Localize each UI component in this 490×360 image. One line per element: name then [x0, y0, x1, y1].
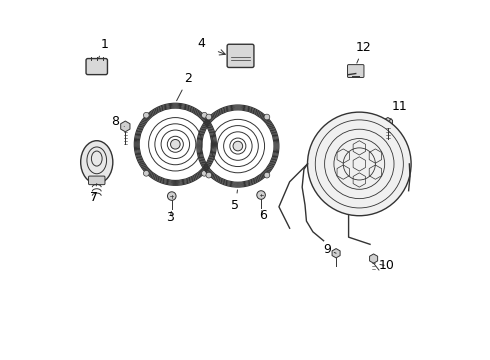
Text: 6: 6: [259, 209, 267, 222]
Circle shape: [206, 172, 212, 178]
FancyBboxPatch shape: [86, 59, 107, 75]
Text: 3: 3: [167, 211, 174, 224]
Circle shape: [168, 192, 176, 201]
Circle shape: [206, 114, 212, 120]
Text: 1: 1: [98, 38, 108, 59]
Text: 2: 2: [176, 72, 192, 101]
Text: 10: 10: [379, 259, 395, 272]
FancyBboxPatch shape: [89, 176, 105, 185]
Circle shape: [201, 112, 207, 118]
FancyBboxPatch shape: [227, 44, 254, 67]
Circle shape: [201, 171, 207, 176]
Circle shape: [264, 172, 270, 178]
Text: 9: 9: [323, 243, 336, 256]
Ellipse shape: [81, 141, 113, 184]
Text: 4: 4: [198, 37, 206, 50]
Text: 12: 12: [356, 41, 371, 63]
Circle shape: [144, 112, 149, 118]
Text: 7: 7: [90, 184, 98, 204]
Text: 5: 5: [231, 190, 240, 212]
Circle shape: [308, 112, 411, 216]
Text: 11: 11: [390, 100, 407, 121]
Circle shape: [257, 191, 266, 199]
Circle shape: [144, 171, 149, 176]
FancyBboxPatch shape: [347, 64, 364, 77]
Text: 8: 8: [111, 114, 124, 128]
Circle shape: [171, 139, 180, 149]
Circle shape: [264, 114, 270, 120]
Circle shape: [233, 141, 243, 151]
